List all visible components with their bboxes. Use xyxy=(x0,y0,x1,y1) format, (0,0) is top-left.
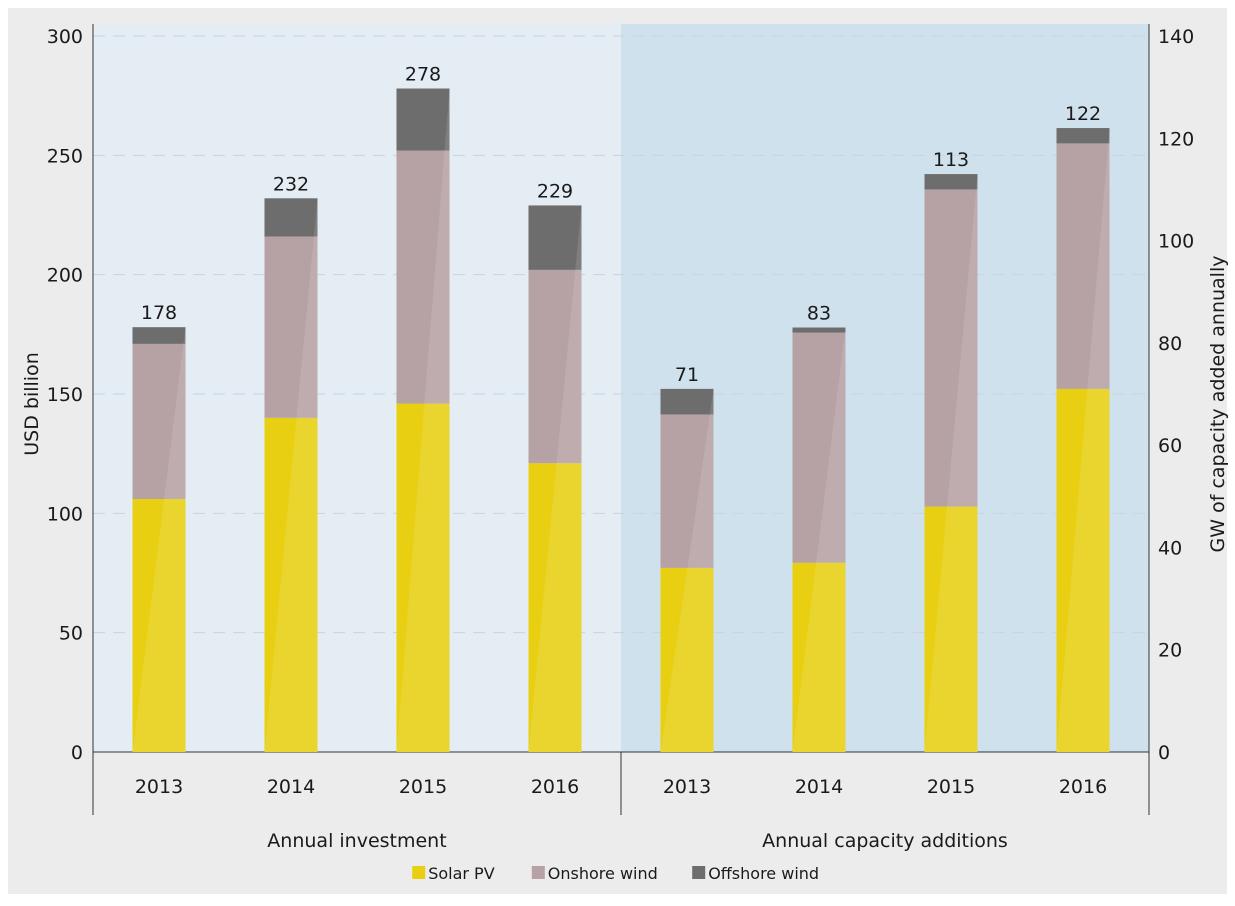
bar-segment-solar-pv xyxy=(396,403,450,752)
x-tick-label: 2013 xyxy=(135,776,183,798)
legend-swatch-solar-pv xyxy=(412,866,426,879)
legend-label: Offshore wind xyxy=(708,864,819,883)
bar-segment-onshore-wind xyxy=(792,332,846,563)
bar-total-label: 83 xyxy=(807,303,831,325)
bar-segment-onshore-wind xyxy=(660,414,714,568)
legend-swatch-offshore-wind xyxy=(692,866,706,879)
bar-total-label: 229 xyxy=(537,180,573,202)
group-label: Annual capacity additions xyxy=(762,830,1008,852)
bar-segment-solar-pv xyxy=(1056,388,1110,752)
bar-highlight xyxy=(264,198,318,752)
y-right-tick-label: 60 xyxy=(1158,435,1182,457)
bar-highlight xyxy=(132,327,186,752)
y-right-tick-label: 40 xyxy=(1158,537,1182,559)
y-left-tick-label: 50 xyxy=(59,623,83,645)
group-label: Annual investment xyxy=(267,830,446,852)
x-tick-label: 2014 xyxy=(795,776,843,798)
bar-highlight xyxy=(396,88,450,753)
bar-segment-onshore-wind xyxy=(396,150,450,404)
y-right-axis-title: GW of capacity added annually xyxy=(1207,256,1229,553)
bar-segment-offshore-wind xyxy=(1056,128,1110,144)
y-left-tick-label: 300 xyxy=(47,26,83,48)
x-tick-label: 2014 xyxy=(267,776,315,798)
bar-segment-solar-pv xyxy=(264,417,318,752)
bar-segment-offshore-wind xyxy=(132,327,186,344)
bar-segment-onshore-wind xyxy=(528,269,582,464)
bar-highlight xyxy=(528,205,582,752)
bar-segment-solar-pv xyxy=(792,562,846,752)
bar-total-label: 122 xyxy=(1065,103,1101,125)
bar-segment-onshore-wind xyxy=(132,343,186,500)
bar-highlight xyxy=(660,388,714,752)
bar-segment-offshore-wind xyxy=(660,388,714,415)
y-left-tick-label: 0 xyxy=(71,742,83,764)
bar-segment-offshore-wind xyxy=(924,174,978,190)
bar-segment-solar-pv xyxy=(924,506,978,752)
y-right-tick-label: 0 xyxy=(1158,742,1170,764)
bar-segment-onshore-wind xyxy=(924,189,978,507)
bar-segment-solar-pv xyxy=(132,499,186,752)
y-left-tick-label: 100 xyxy=(47,503,83,525)
y-right-tick-label: 80 xyxy=(1158,333,1182,355)
bar-highlight xyxy=(792,327,846,752)
x-tick-label: 2015 xyxy=(399,776,447,798)
y-right-tick-label: 140 xyxy=(1158,26,1194,48)
bar-total-label: 278 xyxy=(405,64,441,86)
x-tick-label: 2016 xyxy=(1059,776,1107,798)
bar-total-label: 178 xyxy=(141,302,177,324)
bar-segment-offshore-wind xyxy=(528,205,582,270)
bar-segment-onshore-wind xyxy=(264,236,318,418)
legend-swatch-onshore-wind xyxy=(531,866,545,879)
bar-segment-offshore-wind xyxy=(264,198,318,237)
bar-segment-offshore-wind xyxy=(792,327,846,333)
bar-segment-onshore-wind xyxy=(1056,143,1110,389)
bar-highlight xyxy=(924,174,978,753)
bar-total-label: 232 xyxy=(273,173,309,195)
y-left-tick-label: 200 xyxy=(47,265,83,287)
y-right-tick-label: 20 xyxy=(1158,640,1182,662)
bar-segment-solar-pv xyxy=(660,567,714,752)
bar-highlight xyxy=(1056,128,1110,753)
legend-label: Onshore wind xyxy=(548,864,658,883)
x-tick-label: 2013 xyxy=(663,776,711,798)
y-left-axis-title: USD billion xyxy=(21,352,43,455)
bar-segment-offshore-wind xyxy=(396,88,450,151)
y-left-tick-label: 250 xyxy=(47,145,83,167)
y-left-tick-label: 150 xyxy=(47,384,83,406)
legend-label: Solar PV xyxy=(428,864,495,883)
bar-segment-solar-pv xyxy=(528,463,582,752)
y-right-tick-label: 100 xyxy=(1158,231,1194,253)
y-right-tick-label: 120 xyxy=(1158,128,1194,150)
x-tick-label: 2016 xyxy=(531,776,579,798)
x-tick-label: 2015 xyxy=(927,776,975,798)
bar-total-label: 113 xyxy=(933,149,969,171)
bar-total-label: 71 xyxy=(675,364,699,386)
